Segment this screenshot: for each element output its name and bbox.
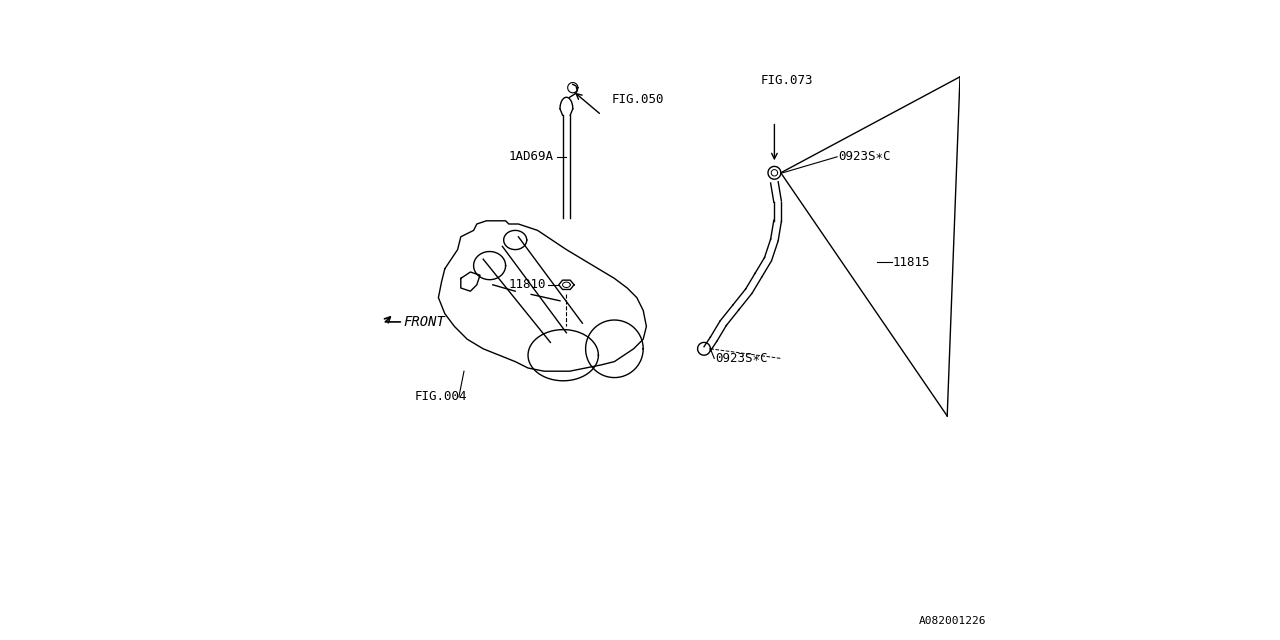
- Text: FRONT: FRONT: [403, 315, 445, 329]
- Text: 11815: 11815: [893, 256, 931, 269]
- Text: 0923S∗C: 0923S∗C: [838, 150, 891, 163]
- Text: A082001226: A082001226: [919, 616, 986, 626]
- Text: 0923S∗C: 0923S∗C: [716, 352, 768, 365]
- Text: FIG.073: FIG.073: [760, 74, 813, 86]
- Text: FIG.050: FIG.050: [612, 93, 664, 106]
- Text: FIG.004: FIG.004: [415, 390, 467, 403]
- Text: 11810: 11810: [508, 278, 547, 291]
- Text: 1AD69A: 1AD69A: [508, 150, 554, 163]
